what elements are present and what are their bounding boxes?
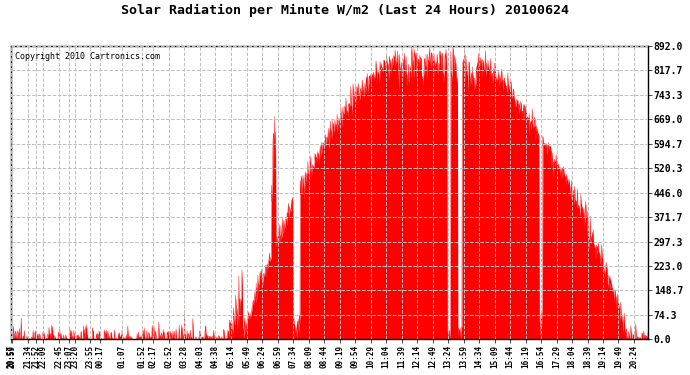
Text: Solar Radiation per Minute W/m2 (Last 24 Hours) 20100624: Solar Radiation per Minute W/m2 (Last 24…	[121, 4, 569, 17]
Text: Copyright 2010 Cartronics.com: Copyright 2010 Cartronics.com	[14, 52, 159, 61]
